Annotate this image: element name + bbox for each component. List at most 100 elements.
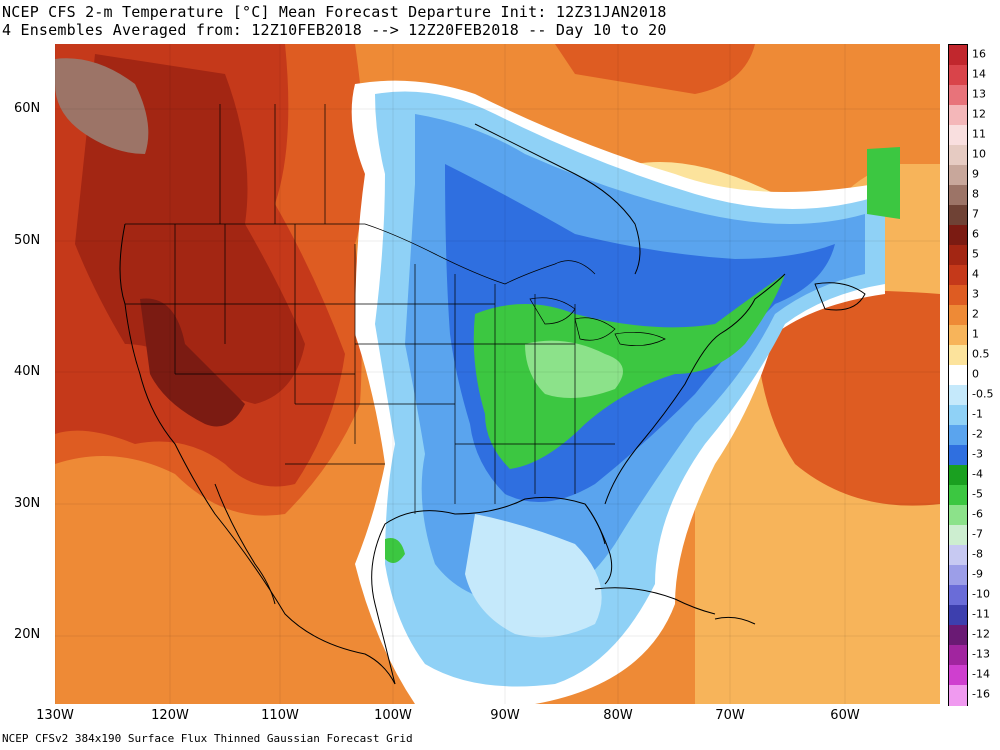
colorbar-cell bbox=[949, 585, 967, 606]
colorbar-cell bbox=[949, 605, 967, 626]
colorbar-cell bbox=[949, 565, 967, 586]
field-texas-green bbox=[385, 538, 405, 563]
field-labrador-green bbox=[867, 147, 900, 219]
colorbar-cell bbox=[949, 465, 967, 486]
lat-label-40N: 40N bbox=[14, 364, 41, 379]
coast-gulf bbox=[371, 496, 606, 685]
field-atlantic-warm bbox=[755, 290, 940, 506]
colorbar-cell bbox=[949, 285, 967, 306]
colorbar-cell bbox=[949, 545, 967, 566]
colorbar-label: 16 bbox=[972, 47, 986, 61]
colorbar-label: -0.5 bbox=[972, 387, 994, 401]
colorbar-label: -5 bbox=[972, 487, 983, 501]
colorbar-cell bbox=[949, 265, 967, 286]
colorbar-label: -1 bbox=[972, 407, 983, 421]
colorbar-cell bbox=[949, 245, 967, 266]
colorbar-label: -12 bbox=[972, 627, 990, 641]
colorbar-cell bbox=[949, 485, 967, 506]
lat-label-60N: 60N bbox=[14, 101, 41, 116]
colorbar-label: -8 bbox=[972, 547, 983, 561]
coast-baja bbox=[214, 483, 276, 605]
colorbar-label: 7 bbox=[972, 207, 979, 221]
lat-label-20N: 20N bbox=[14, 627, 41, 642]
colorbar-label: -6 bbox=[972, 507, 983, 521]
footer-grid-note: NCEP CFSv2 384x190 Surface Flux Thinned … bbox=[2, 732, 413, 745]
colorbar-cell bbox=[949, 345, 967, 366]
colorbar-label: -10 bbox=[972, 587, 990, 601]
colorbar-label: -2 bbox=[972, 427, 983, 441]
colorbar-cell bbox=[949, 445, 967, 466]
lat-label-50N: 50N bbox=[14, 233, 41, 248]
colorbar-cell bbox=[949, 685, 967, 706]
colorbar-cell bbox=[949, 365, 967, 386]
colorbar-label: 5 bbox=[972, 247, 979, 261]
lon-label-80W: 80W bbox=[603, 708, 633, 723]
coast-atlantic bbox=[604, 273, 786, 505]
colorbar-label: 11 bbox=[972, 127, 986, 141]
colorbar-cell bbox=[949, 45, 967, 66]
colorbar-label: 8 bbox=[972, 187, 979, 201]
colorbar-cell bbox=[949, 105, 967, 126]
lon-label-130W: 130W bbox=[36, 708, 74, 723]
lakes bbox=[529, 297, 666, 346]
field-cold-green bbox=[473, 274, 785, 469]
colorbar-cell bbox=[949, 185, 967, 206]
colorbar-cell bbox=[949, 85, 967, 106]
colorbar-cell bbox=[949, 205, 967, 226]
colorbar-cell bbox=[949, 125, 967, 146]
colorbar-label: 6 bbox=[972, 227, 979, 241]
colorbar-cell bbox=[949, 65, 967, 86]
state-borders bbox=[125, 104, 615, 514]
colorbar-label: -3 bbox=[972, 447, 983, 461]
colorbar-cell bbox=[949, 225, 967, 246]
lat-label-30N: 30N bbox=[14, 496, 41, 511]
title-line-2: 4 Ensembles Averaged from: 12Z10FEB2018 … bbox=[2, 21, 667, 39]
colorbar-label: -13 bbox=[972, 647, 990, 661]
colorbar-cell bbox=[949, 425, 967, 446]
lon-label-110W: 110W bbox=[261, 708, 299, 723]
coast-florida bbox=[584, 503, 613, 585]
field-alaska-brown bbox=[55, 58, 149, 154]
colorbar-label: 2 bbox=[972, 307, 979, 321]
colorbar-label: -9 bbox=[972, 567, 983, 581]
colorbar-label: 0 bbox=[972, 367, 979, 381]
colorbar-label: 0.5 bbox=[972, 347, 990, 361]
colorbar-cell bbox=[949, 325, 967, 346]
colorbar-cell bbox=[949, 505, 967, 526]
colorbar-cell bbox=[949, 525, 967, 546]
colorbar-label: 13 bbox=[972, 87, 986, 101]
field-greenland-hot bbox=[555, 44, 755, 94]
field-gulf-light bbox=[465, 514, 602, 638]
colorbar-cell bbox=[949, 665, 967, 686]
colorbar-label: -7 bbox=[972, 527, 983, 541]
field-greenland-warm bbox=[475, 44, 940, 204]
colorbar-label: -11 bbox=[972, 607, 990, 621]
coastlines bbox=[119, 123, 866, 685]
colorbar-label: -14 bbox=[972, 667, 990, 681]
colorbar-label: 10 bbox=[972, 147, 986, 161]
colorbar-cell bbox=[949, 305, 967, 326]
lon-label-70W: 70W bbox=[715, 708, 745, 723]
colorbar-cell bbox=[949, 645, 967, 666]
colorbar-label: 12 bbox=[972, 107, 986, 121]
field-west-deep bbox=[140, 298, 245, 427]
lon-label-60W: 60W bbox=[830, 708, 860, 723]
colorbar-cell bbox=[949, 145, 967, 166]
colorbar-label: 9 bbox=[972, 167, 979, 181]
colorbar-cell bbox=[949, 625, 967, 646]
colorbar-cell bbox=[949, 165, 967, 186]
coast-pacific bbox=[119, 223, 396, 685]
colorbar-label: 3 bbox=[972, 287, 979, 301]
colorbar-label: 4 bbox=[972, 267, 979, 281]
field-cold-green-light bbox=[525, 340, 623, 398]
coast-hudson bbox=[474, 123, 641, 275]
colorbar-label: -4 bbox=[972, 467, 983, 481]
temperature-departure-map bbox=[55, 44, 940, 704]
lon-label-90W: 90W bbox=[490, 708, 520, 723]
lon-label-120W: 120W bbox=[151, 708, 189, 723]
colorbar bbox=[948, 44, 968, 706]
coast-hispaniola bbox=[714, 616, 756, 625]
colorbar-cell bbox=[949, 385, 967, 406]
colorbar-label: 14 bbox=[972, 67, 986, 81]
